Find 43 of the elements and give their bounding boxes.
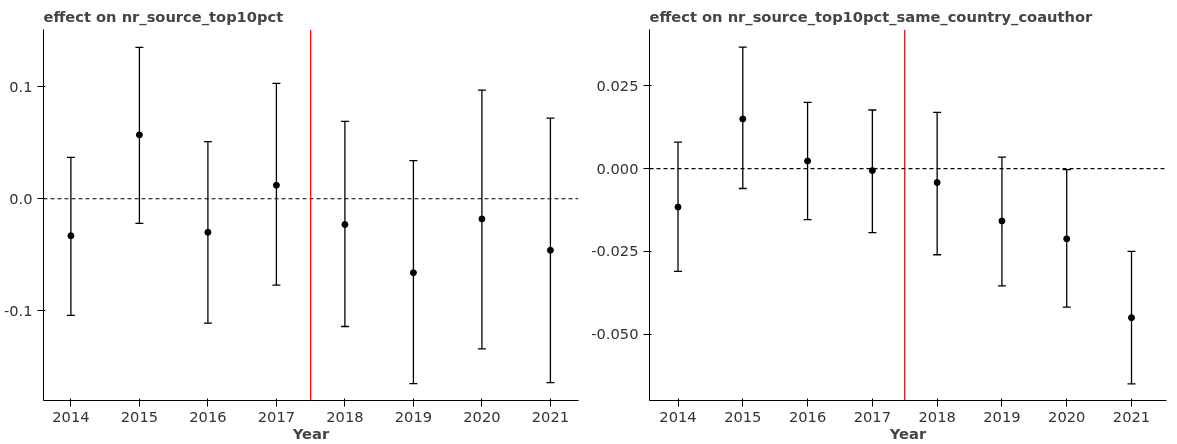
chart-title: effect on nr_source_top10pct_same_country_coauthor <box>649 7 1094 26</box>
x-tick-label: 2018 <box>326 407 364 425</box>
x-tick-label: 2014 <box>52 407 90 425</box>
x-tick-label: 2017 <box>257 407 296 425</box>
x-tick-label: 2018 <box>918 407 956 425</box>
y-tick-label: 0.1 <box>9 77 33 95</box>
point <box>933 179 941 187</box>
point <box>546 246 554 254</box>
x-axis-title: Year <box>888 424 927 442</box>
x-tick-label: 2020 <box>463 407 501 425</box>
x-tick-label: 2021 <box>531 407 570 425</box>
x-tick-label: 2016 <box>189 407 227 425</box>
point <box>739 115 747 123</box>
y-tick-label: 0.025 <box>596 76 639 94</box>
x-tick-label: 2019 <box>983 407 1021 425</box>
point <box>674 203 682 211</box>
point <box>1063 235 1071 243</box>
point <box>409 269 417 277</box>
x-tick-label: 2015 <box>724 407 762 425</box>
point <box>204 228 212 236</box>
point <box>998 217 1006 225</box>
y-tick-label: 0.000 <box>596 159 639 177</box>
y-tick-label: -0.050 <box>591 325 639 343</box>
x-tick-label: 2016 <box>788 407 827 425</box>
x-axis-title: Year <box>291 424 330 442</box>
x-tick-label: 2019 <box>394 407 433 425</box>
y-tick-label: 0.0 <box>9 189 33 207</box>
point <box>804 157 812 165</box>
x-tick-label: 2020 <box>1048 407 1086 425</box>
y-tick-label: -0.025 <box>591 242 639 260</box>
point <box>272 181 280 189</box>
y-tick-label: -0.1 <box>3 301 33 319</box>
point <box>1128 314 1136 322</box>
chart-title: effect on nr_source_top10pct <box>43 7 284 26</box>
x-tick-label: 2017 <box>853 407 892 425</box>
point <box>135 131 143 139</box>
x-tick-label: 2015 <box>120 407 159 425</box>
x-tick-label: 2021 <box>1112 407 1151 425</box>
point <box>67 232 75 240</box>
x-tick-label: 2014 <box>659 407 697 425</box>
point <box>868 167 876 175</box>
point <box>478 215 486 223</box>
point <box>341 221 349 229</box>
